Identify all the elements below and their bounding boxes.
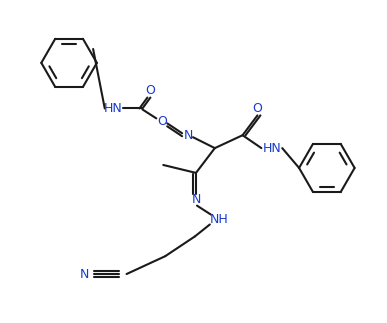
Text: N: N [191, 193, 201, 206]
Text: HN: HN [104, 102, 123, 115]
Text: O: O [146, 84, 155, 97]
Text: O: O [158, 115, 167, 128]
Text: N: N [80, 267, 89, 280]
Text: HN: HN [262, 141, 281, 155]
Text: NH: NH [210, 213, 229, 226]
Text: O: O [252, 102, 262, 115]
Text: N: N [183, 129, 193, 142]
